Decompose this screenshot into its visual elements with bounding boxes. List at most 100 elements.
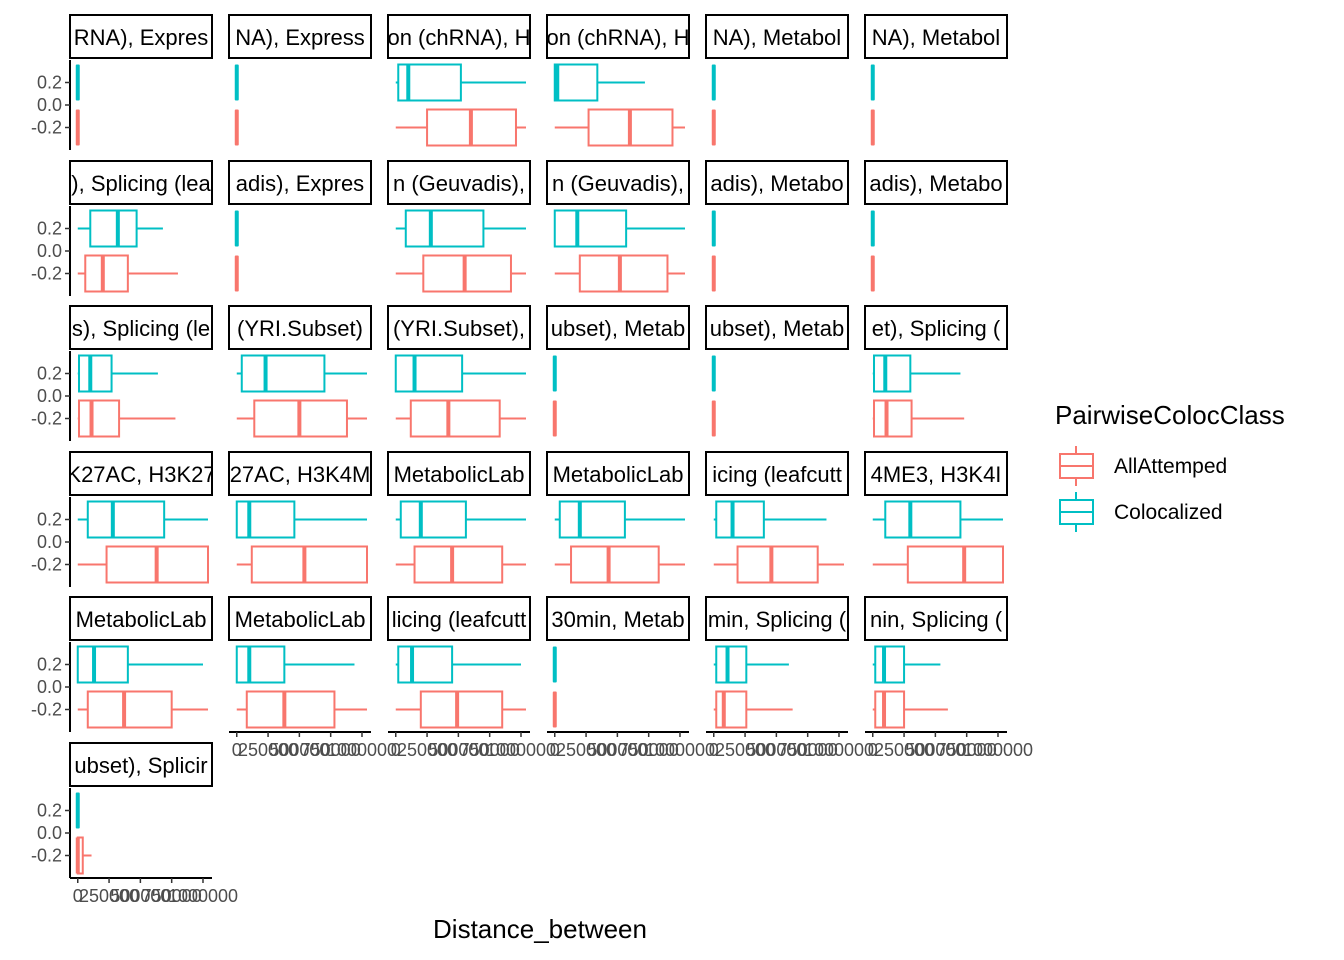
facet-strip (864, 160, 1008, 205)
boxplot-colocalized (77, 354, 158, 393)
box-iqr (397, 645, 454, 684)
facet-strip-label: adis), Metabo (710, 171, 843, 196)
facet-strip-label: NA), Express (235, 25, 365, 50)
y-tick-label: -0.2 (31, 409, 62, 429)
boxplot-allattemped (711, 109, 716, 146)
x-tick-label: 500000 (587, 740, 647, 760)
y-tick-label: 0.0 (37, 241, 62, 261)
facet-boxes (394, 354, 526, 438)
facet-panel: RNA), Expres 0.20.0 -0.2 (31, 14, 213, 150)
box-iqr (874, 645, 906, 684)
facet-boxes (77, 354, 176, 438)
x-tick-label: 1000000 (327, 740, 397, 760)
box-iqr (399, 500, 467, 539)
facet-strip-label: adis), Metabo (869, 171, 1002, 196)
facet-strip (864, 14, 1008, 59)
facet-strip (705, 14, 849, 59)
facet-strip (69, 451, 213, 496)
box-degenerate (711, 255, 716, 292)
boxplot-colocalized (553, 209, 685, 248)
facet-strip (69, 596, 213, 641)
facet-strip-label: (YRI.Subset) (237, 316, 363, 341)
facet-boxes (552, 355, 557, 437)
facet-boxes (75, 792, 92, 875)
boxplot-colocalized (554, 500, 685, 539)
facet-panel: NA), Metabol (705, 14, 849, 146)
y-tick-label: 0.0 (37, 386, 62, 406)
y-tick-label: 0.2 (37, 73, 62, 93)
boxplot-colocalized (553, 63, 645, 102)
x-tick-label: 750000 (460, 740, 520, 760)
box-iqr (553, 63, 599, 102)
facet-boxes (713, 500, 844, 584)
facet-boxes (235, 500, 368, 584)
box-degenerate (234, 210, 239, 247)
facet-strip-label: licing (leafcutt (392, 607, 527, 632)
box-iqr (873, 399, 913, 438)
facet-boxes (711, 64, 716, 146)
box-iqr (578, 254, 669, 293)
box-iqr (235, 500, 296, 539)
boxplot-allattemped (870, 109, 875, 146)
facet-panel: 4ME3, H3K4I (864, 451, 1008, 584)
boxplot-allattemped (75, 836, 92, 875)
facet-strip (387, 451, 531, 496)
x-tick-label: 750000 (619, 740, 679, 760)
boxplot-colocalized (711, 355, 716, 392)
facet-strip-label: 30min, Metab (551, 607, 684, 632)
y-tick-label: 0.0 (37, 532, 62, 552)
box-degenerate (552, 646, 557, 683)
box-iqr (394, 354, 464, 393)
x-axis-title: Distance_between (433, 914, 647, 944)
box-degenerate (552, 400, 557, 437)
boxplot-colocalized (395, 63, 526, 102)
boxplot-allattemped (236, 545, 368, 584)
facet-panel: K27AC, H3K27 0.20.0 -0.2 (31, 451, 215, 587)
boxplot-allattemped (872, 690, 948, 729)
facet-strip-label: on (chRNA), H (387, 25, 530, 50)
x-tick-label: 500000 (746, 740, 806, 760)
facet-strip (69, 14, 213, 59)
facet-strip-label: on (chRNA), H (546, 25, 689, 50)
boxplot-allattemped (872, 399, 965, 438)
boxplot-colocalized (235, 500, 367, 539)
boxplot-allattemped (77, 399, 176, 438)
y-tick-label: -0.2 (31, 700, 62, 720)
boxplot-allattemped (395, 254, 526, 293)
boxplot-colocalized (713, 500, 827, 539)
box-iqr (570, 545, 660, 584)
facet-strip-label: K27AC, H3K27 (66, 462, 215, 487)
facet-panel: NA), Metabol (864, 14, 1008, 146)
box-iqr (422, 254, 512, 293)
boxplot-allattemped (395, 545, 526, 584)
x-tick-label: 500000 (428, 740, 488, 760)
facet-strip-label: MetabolicLab (394, 462, 525, 487)
facet-panel: nin, Splicing (0250000500000750000100000… (864, 596, 1033, 760)
box-iqr (89, 209, 138, 248)
boxplot-allattemped (552, 691, 557, 728)
boxplot-colocalized (77, 500, 208, 539)
facet-boxes (77, 209, 178, 293)
box-degenerate (75, 109, 80, 146)
boxplot-allattemped (395, 108, 526, 147)
box-degenerate (75, 64, 80, 101)
facet-boxes (872, 500, 1005, 584)
boxplot-allattemped (234, 255, 239, 292)
facet-strip (546, 451, 690, 496)
box-iqr (86, 500, 166, 539)
box-degenerate (234, 255, 239, 292)
facet-strip-label: ubset), Metab (551, 316, 686, 341)
box-iqr (715, 690, 748, 729)
boxplot-colocalized (872, 354, 961, 393)
boxplot-allattemped (870, 255, 875, 292)
boxplot-colocalized (395, 209, 526, 248)
facet-strip (387, 160, 531, 205)
facet-strip (864, 451, 1008, 496)
facet-panel: MetabolicLab 0.20.0 -0.2 (31, 596, 213, 732)
facet-boxes (77, 500, 209, 584)
boxplot-allattemped (236, 690, 367, 729)
y-tick-label: -0.2 (31, 846, 62, 866)
facet-strip (228, 305, 372, 350)
facet-strip-label: s), Splicing (le (72, 316, 210, 341)
